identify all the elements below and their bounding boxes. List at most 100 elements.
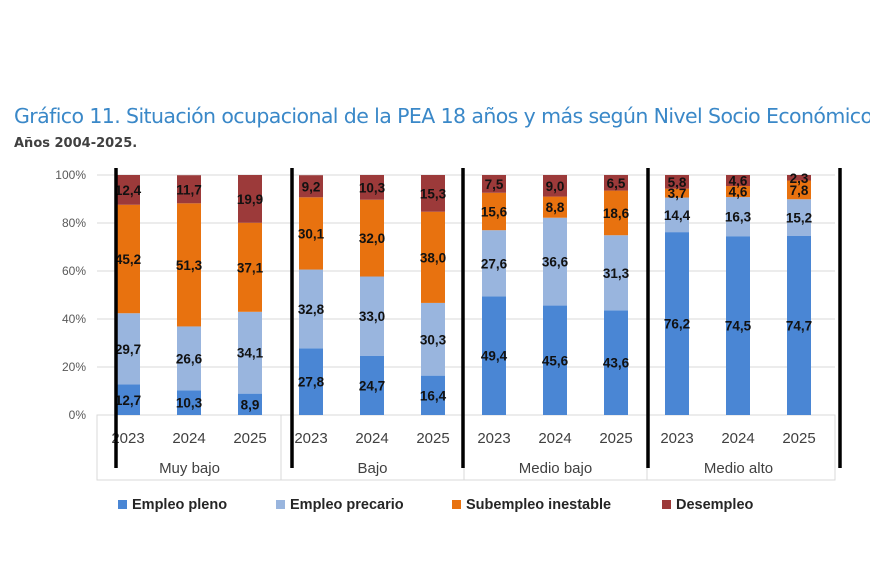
chart-subtitle: Años 2004-2025. [14, 136, 138, 151]
bar-segment [177, 390, 201, 415]
chart-title: Gráfico 11. Situación ocupacional de la … [14, 104, 870, 128]
bar-segment [604, 235, 628, 311]
legend-swatch [118, 500, 127, 509]
bar-segment [665, 232, 689, 415]
bar-segment [482, 175, 506, 193]
bar-segment [299, 197, 323, 270]
bar-segment [543, 196, 567, 218]
data-label: 45,2 [115, 252, 141, 267]
data-label: 7,8 [790, 183, 809, 198]
year-label: 2025 [782, 430, 815, 447]
data-label: 9,0 [546, 179, 565, 194]
legend-label: Desempleo [676, 497, 754, 513]
data-label: 8,9 [241, 397, 260, 412]
data-label: 34,1 [237, 346, 264, 361]
data-label: 27,6 [481, 256, 508, 271]
bar-segment [177, 203, 201, 327]
data-label: 33,0 [359, 309, 385, 324]
bar-segment [360, 199, 384, 277]
data-label: 37,1 [237, 260, 264, 275]
bar-segment [787, 235, 811, 415]
data-label: 38,0 [420, 250, 446, 265]
bar-segment [116, 384, 140, 415]
group-label: Medio bajo [519, 460, 592, 477]
bar-segment [665, 197, 689, 233]
group-label: Bajo [357, 460, 387, 477]
data-label: 14,4 [664, 208, 691, 223]
year-label: 2023 [477, 430, 510, 447]
data-label: 43,6 [603, 356, 630, 371]
y-tick-label: 60% [62, 264, 86, 278]
data-label: 32,8 [298, 302, 325, 317]
year-label: 2024 [172, 430, 205, 447]
data-label: 26,6 [176, 351, 203, 366]
data-label: 9,2 [302, 179, 321, 194]
bar-segment [177, 326, 201, 391]
data-label: 12,4 [115, 183, 142, 198]
year-label: 2024 [538, 430, 571, 447]
bar-segment [726, 236, 750, 415]
bar-segment [421, 302, 445, 376]
legend-label: Subempleo inestable [466, 497, 611, 513]
data-label: 4,6 [729, 185, 748, 200]
data-label: 7,5 [485, 177, 504, 192]
data-label: 74,7 [786, 318, 812, 333]
bar-segment [238, 393, 262, 415]
bar-segment [726, 197, 750, 237]
bar-segment [360, 355, 384, 415]
data-label: 76,2 [664, 317, 690, 332]
data-label: 16,3 [725, 210, 752, 225]
year-label: 2023 [111, 430, 144, 447]
data-label: 36,6 [542, 255, 569, 270]
data-label: 18,6 [603, 206, 630, 221]
year-label: 2023 [294, 430, 327, 447]
year-label: 2023 [660, 430, 693, 447]
bar-segment [421, 175, 445, 212]
bar-segment [421, 211, 445, 303]
bar-segment [604, 190, 628, 236]
bar-segment [726, 186, 750, 198]
data-label: 30,1 [298, 226, 325, 241]
data-label: 15,3 [420, 186, 447, 201]
bar-segment [665, 188, 689, 198]
data-label: 27,8 [298, 375, 325, 390]
data-label: 11,7 [176, 182, 202, 197]
bar-segment [238, 175, 262, 223]
year-label: 2024 [355, 430, 388, 447]
data-label: 45,6 [542, 353, 569, 368]
bar-segment [665, 175, 689, 189]
legend-swatch [452, 500, 461, 509]
bar-segment [482, 192, 506, 231]
bar-segment [116, 175, 140, 205]
legend-swatch [662, 500, 671, 509]
bar-segment [604, 175, 628, 191]
data-label: 10,3 [176, 396, 203, 411]
data-label: 3,7 [668, 186, 687, 201]
bar-segment [726, 175, 750, 187]
legend-label: Empleo pleno [132, 497, 227, 513]
bar-segment [116, 204, 140, 314]
group-label: Medio alto [704, 460, 773, 477]
y-tick-label: 80% [62, 216, 86, 230]
bar-segment [299, 175, 323, 198]
bar-segment [360, 175, 384, 200]
bar-segment [543, 217, 567, 306]
bar-segment [787, 180, 811, 200]
bar-segment [482, 296, 506, 415]
year-label: 2024 [721, 430, 754, 447]
bar-segment [543, 175, 567, 197]
data-label: 16,4 [420, 388, 447, 403]
data-label: 5,8 [668, 175, 687, 190]
data-label: 12,7 [115, 393, 141, 408]
group-label: Muy bajo [159, 460, 220, 477]
y-tick-label: 0% [69, 408, 87, 422]
bar-segment [238, 222, 262, 312]
x-axis-box [96, 414, 836, 481]
year-label: 2025 [416, 430, 449, 447]
bar-segment [482, 230, 506, 297]
y-tick-label: 20% [62, 360, 86, 374]
year-label: 2025 [599, 430, 632, 447]
y-tick-label: 100% [55, 168, 86, 182]
bar-segment [604, 310, 628, 415]
